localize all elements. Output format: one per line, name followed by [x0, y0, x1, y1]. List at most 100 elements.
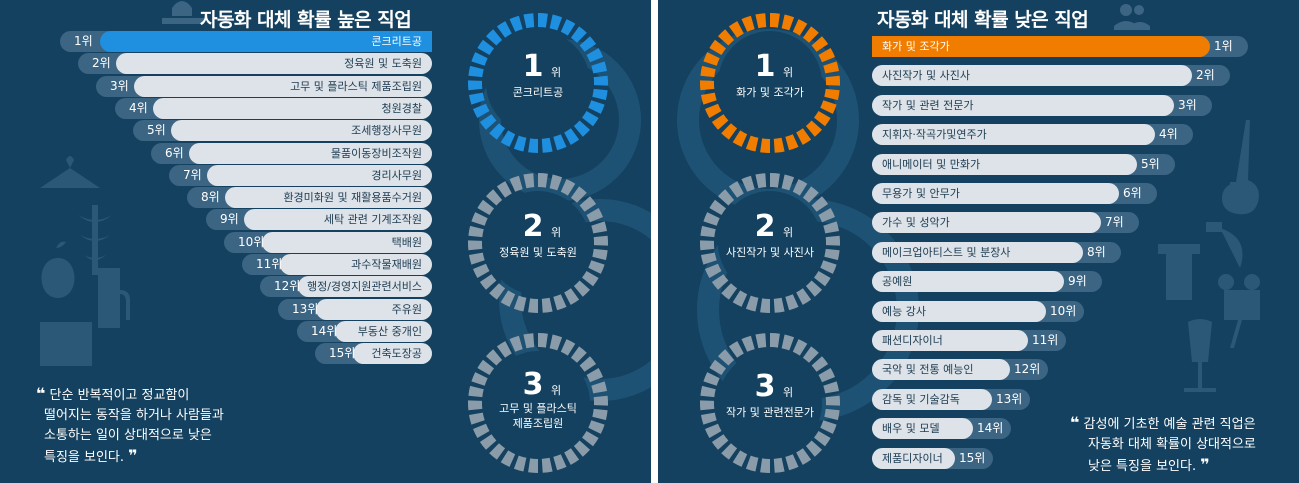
- donut-segment: [549, 334, 563, 351]
- ranking-row: 13위 주유원: [0, 299, 651, 320]
- rank-label: 10위: [238, 235, 265, 249]
- donut-rank: 3: [523, 367, 544, 402]
- close-quote-icon: ❞: [128, 446, 138, 465]
- rank-label: 7위: [1105, 215, 1124, 229]
- donut-segment: [564, 448, 580, 465]
- rank-label: 2위: [1196, 68, 1215, 82]
- job-label: 세탁 관련 기계조작원: [323, 213, 422, 226]
- donut-segment: [785, 134, 799, 151]
- left-quote: ❝ 단순 반복적이고 정교함이 떨어지는 동작을 하거나 사람들과 소통하는 일…: [36, 384, 224, 468]
- rank-label: 2위: [92, 56, 111, 70]
- donut-segment: [802, 26, 819, 43]
- donut-segment: [805, 440, 822, 457]
- donut-segment: [701, 412, 717, 425]
- donut-segment: [582, 431, 599, 447]
- job-bar: [298, 276, 432, 297]
- donut-segment: [760, 298, 770, 313]
- job-label: 제품디자이너: [882, 452, 943, 465]
- donut-segment: [785, 454, 799, 471]
- donut-segment: [818, 48, 835, 63]
- ranking-row: 10위 택배원: [0, 232, 651, 253]
- rank-label: 13위: [292, 302, 319, 316]
- fuel-pump-icon: [98, 268, 130, 328]
- donut-segment: [541, 137, 553, 153]
- rank-label: 9위: [1068, 274, 1087, 288]
- donut-segment: [473, 103, 490, 118]
- donut-segment: [818, 368, 835, 383]
- donut-segment: [591, 381, 607, 394]
- donut-label: 작가 및 관련전문가: [726, 406, 814, 419]
- right-panel: 자동화 대체 확률 낮은 직업 화가 및 조각가 1위 사진작가 및 사진사 2위 작가…: [658, 0, 1299, 483]
- rank-label: 14위: [311, 324, 338, 338]
- donut-segment: [513, 135, 527, 152]
- job-label: 무용가 및 안무가: [882, 187, 960, 200]
- ranking-row: 2위 정육원 및 도축원: [0, 53, 651, 74]
- job-label: 패션디자이너: [882, 334, 943, 347]
- ranking-row: 배우 및 모델 14위: [658, 418, 1299, 439]
- ranking-row: 감독 및 기술감독 13위: [658, 389, 1299, 410]
- donut-segment: [825, 75, 841, 86]
- donut-segment: [467, 240, 483, 251]
- donut-segment: [477, 359, 494, 375]
- job-bar: [100, 31, 432, 52]
- donut-segment: [471, 52, 488, 66]
- microphone-icon: [1206, 222, 1243, 268]
- ranking-row: 7위 경리사무원: [0, 165, 651, 186]
- donut-segment: [582, 111, 599, 127]
- donut-segment: [570, 346, 587, 363]
- donut-rank: 2: [755, 209, 776, 244]
- job-bar: [225, 187, 432, 208]
- donut-segment: [593, 395, 609, 406]
- donut-segment: [741, 175, 755, 192]
- job-bar: [872, 418, 973, 439]
- job-bar: [872, 330, 1028, 351]
- donut-segment: [811, 36, 829, 52]
- donut-segment: [538, 12, 548, 28]
- donut-rank: 1: [523, 49, 544, 84]
- donut-segment: [709, 199, 726, 215]
- job-label: 건축도장공: [371, 347, 422, 360]
- donut-segment: [818, 208, 835, 223]
- donut-segment: [553, 134, 567, 151]
- donut-segment: [770, 12, 780, 28]
- donut-segment: [486, 29, 503, 46]
- ranking-row: 1위 콘크리트공: [0, 31, 651, 52]
- donut-segment: [820, 100, 837, 114]
- donut-segment: [805, 280, 822, 297]
- donut-segment: [523, 333, 535, 349]
- rank-label: 1위: [1214, 39, 1233, 53]
- donut-segment: [721, 123, 738, 140]
- job-label: 작가 및 관련 전문가: [882, 99, 974, 112]
- job-label: 물품이동장비조작원: [330, 147, 422, 160]
- donut-segment: [471, 372, 488, 386]
- job-bar: [872, 183, 1119, 204]
- rank-label: 11위: [256, 257, 283, 271]
- donut-segment: [549, 174, 563, 191]
- job-label: 국악 및 전통 예능인: [882, 363, 974, 376]
- donut-segment: [745, 135, 759, 152]
- donut-segment: [796, 128, 812, 145]
- donut-segment: [496, 21, 512, 38]
- donut-segment: [479, 434, 497, 450]
- job-bar: [280, 254, 432, 275]
- hanger-icon: [40, 156, 100, 188]
- open-quote-icon: ❝: [36, 384, 46, 403]
- donut-segment: [796, 288, 812, 305]
- donut-segment: [700, 385, 716, 398]
- donut-segment: [825, 235, 841, 246]
- left-title: 자동화 대체 확률 높은 직업: [200, 9, 412, 31]
- rank-label: 14위: [977, 421, 1004, 435]
- rank-label: 12위: [274, 279, 301, 293]
- donut-segment: [523, 173, 535, 189]
- donut-segment: [469, 252, 485, 265]
- quote-line: 낮은 특징을 보인다.: [1088, 459, 1197, 474]
- donut-segment: [820, 260, 837, 274]
- job-bar: [872, 36, 1210, 57]
- ranking-row: 5위 조세행정사무원: [0, 120, 651, 141]
- donut-segment: [700, 65, 716, 78]
- job-label: 애니메이터 및 만화가: [882, 158, 981, 171]
- donut-segment: [509, 335, 523, 352]
- donut-segment: [711, 434, 729, 450]
- job-label: 행정/경영지원관련서비스: [306, 280, 422, 293]
- donut-segment: [709, 359, 726, 375]
